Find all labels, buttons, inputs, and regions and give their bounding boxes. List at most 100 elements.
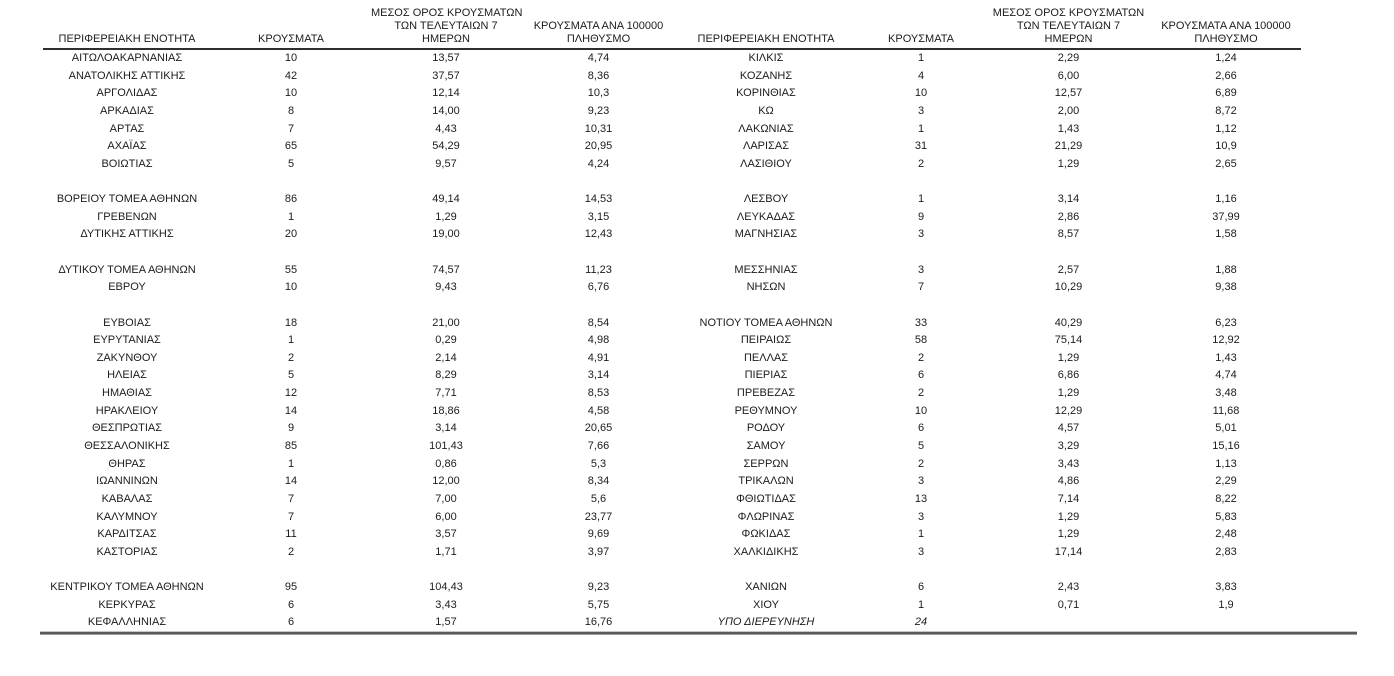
per100k-cell: 3,15 [587, 210, 610, 223]
region-cell: ΑΡΓΟΛΙΔΑΣ [96, 87, 158, 100]
cases-cell: 2 [287, 545, 295, 558]
region-cell: ΘΕΣΠΡΩΤΙΑΣ [91, 422, 163, 435]
header-label-line: ΗΜΕΡΩΝ [1044, 33, 1093, 45]
cases-cell: 6 [917, 369, 925, 382]
per100k-cell: 1,24 [1215, 52, 1237, 64]
per100k-cell: 20,65 [584, 422, 613, 435]
avg7-cell: 7,71 [435, 387, 457, 400]
table-row: ΕΥΒΟΙΑΣ 18 21,00 8,54 ΝΟΤΙΟΥ ΤΟΜΕΑ ΑΘΗΝΩΝ 33 4… [43, 315, 1301, 333]
header-label-line: ΚΡΟΥΣΜΑΤΑ ΑΝΑ 100000 [1161, 20, 1291, 32]
table-row: ΚΑΡΔΙΤΣΑΣ 11 3,57 9,69 ΦΩΚΙΔΑΣ 1 1,29 2,48 [43, 526, 1301, 544]
avg7-cell: 40,29 [1054, 316, 1083, 329]
region-cell: ΡΟΔΟΥ [746, 422, 786, 435]
table-row: ΒΟΙΩΤΙΑΣ 5 9,57 4,24 ΛΑΣΙΘΙΟΥ 2 1,29 2,65 [43, 156, 1301, 174]
avg7-cell: 1,29 [1057, 387, 1080, 400]
per100k-cell: 5,3 [590, 457, 607, 470]
col-header-region-right: ΠΕΡΙΦΕΡΕΙΑΚΗ ΕΝΟΤΗΤΑ [676, 2, 856, 50]
table-row: ΕΥΡΥΤΑΝΙΑΣ 1 0,29 4,98 ΠΕΙΡΑΙΩΣ 58 75,14 12,92 [43, 332, 1301, 350]
per100k-cell: 16,76 [584, 616, 613, 629]
region-cell: ΗΡΑΚΛΕΙΟΥ [95, 404, 159, 417]
col-header-cases-left: ΚΡΟΥΣΜΑΤΑ [211, 2, 371, 50]
per100k-cell: 6,89 [1215, 87, 1237, 100]
cases-cell: 1 [917, 528, 925, 541]
per100k-cell: 4,91 [587, 351, 610, 364]
region-cell [43, 173, 211, 191]
region-cell [676, 173, 856, 191]
col-header-avg7-right: ΜΕΣΟΣ ΟΡΟΣ ΚΡΟΥΣΜΑΤΩΝ ΤΩΝ ΤΕΛΕΥΤΑΙΩΝ 7 Η… [986, 2, 1151, 50]
region-cell: ΖΑΚΥΝΘΟΥ [96, 351, 158, 364]
cases-cell: 6 [287, 616, 295, 629]
avg7-cell: 37,57 [432, 69, 460, 82]
cases-cell: 10 [284, 87, 298, 100]
table-row: ΚΕΝΤΡΙΚΟΥ ΤΟΜΕΑ ΑΘΗΝΩΝ 95 104,43 9,23 ΧΑΝΙΩΝ… [43, 579, 1301, 597]
header-label-line: ΜΕΣΟΣ ΟΡΟΣ ΚΡΟΥΣΜΑΤΩΝ [992, 7, 1145, 19]
cases-cell: 5 [917, 440, 925, 453]
per100k-cell: 5,6 [590, 492, 607, 505]
per100k-cell: 12,43 [584, 228, 613, 241]
table-row: ΚΑΛΥΜΝΟΥ 7 6,00 23,77 ΦΛΩΡΙΝΑΣ 3 1,29 5,83 [43, 509, 1301, 527]
region-cell: ΠΕΛΛΑΣ [743, 351, 789, 364]
region-cell: ΚΩ [758, 104, 774, 117]
cases-cell: 33 [914, 316, 928, 329]
region-cell: ΚΑΒΑΛΑΣ [101, 492, 153, 505]
cases-cell: 6 [287, 598, 295, 611]
avg7-cell: 21,00 [432, 316, 460, 329]
per100k-cell: 2,66 [1215, 69, 1237, 82]
per100k-cell: 20,95 [584, 140, 613, 153]
cases-cell: 31 [914, 140, 928, 153]
per100k-cell: 1,16 [1215, 193, 1237, 206]
table-row: ΑΙΤΩΛΟΑΚΑΡΝΑΝΙΑΣ 10 13,57 4,74 ΚΙΛΚΙΣ 1 2,29 1,… [43, 49, 1301, 68]
region-cell: ΦΘΙΩΤΙΔΑΣ [736, 492, 796, 505]
cases-cell: 86 [284, 193, 298, 206]
avg7-cell: 74,57 [432, 263, 460, 276]
avg7-cell: 7,14 [1057, 492, 1080, 505]
cases-cell: 3 [917, 228, 925, 241]
avg7-cell: 4,86 [1057, 475, 1080, 488]
region-cell: ΑΡΤΑΣ [109, 122, 145, 135]
cases-cell: 1 [917, 122, 925, 135]
avg7-cell: 21,29 [1054, 140, 1083, 153]
per100k-cell [1151, 173, 1301, 191]
region-cell: ΛΕΥΚΑΔΑΣ [736, 210, 796, 223]
per100k-cell [1151, 614, 1301, 632]
avg7-cell: 2,14 [435, 351, 457, 364]
cases-cell: 5 [287, 369, 295, 382]
region-cell: ΦΛΩΡΙΝΑΣ [737, 510, 795, 523]
per100k-cell: 3,83 [1215, 581, 1237, 594]
avg7-cell: 1,29 [435, 210, 457, 223]
region-cell: ΛΕΣΒΟΥ [743, 193, 789, 206]
table-row: ΑΡΚΑΔΙΑΣ 8 14,00 9,23 ΚΩ 3 2,00 8,72 [43, 103, 1301, 121]
per100k-cell [1151, 297, 1301, 315]
col-header-region-left: ΠΕΡΙΦΕΡΕΙΑΚΗ ΕΝΟΤΗΤΑ [43, 2, 211, 50]
avg7-cell: 12,00 [432, 475, 460, 488]
region-cell: ΙΩΑΝΝΙΝΩΝ [96, 475, 158, 488]
per100k-cell: 1,12 [1215, 122, 1237, 135]
avg7-cell: 1,57 [435, 616, 457, 629]
region-cell [43, 297, 211, 315]
region-cell: ΥΠΟ ΔΙΕΡΕΥΝΗΣΗ [717, 616, 815, 629]
avg7-cell: 12,29 [1054, 404, 1083, 417]
per100k-cell: 1,13 [1215, 457, 1237, 470]
avg7-cell: 1,71 [435, 545, 457, 558]
header-label-line: ΚΡΟΥΣΜΑΤΑ ΑΝΑ 100000 [533, 20, 664, 32]
header-label-line: ΤΩΝ ΤΕΛΕΥΤΑΙΩΝ 7 [394, 20, 498, 32]
table-row [43, 173, 1301, 191]
avg7-cell: 75,14 [1054, 334, 1083, 347]
cases-cell: 2 [917, 351, 925, 364]
region-cell: ΘΕΣΣΑΛΟΝΙΚΗΣ [84, 440, 170, 453]
cases-cell: 7 [287, 122, 295, 135]
per100k-cell: 9,23 [587, 104, 610, 117]
per100k-cell: 4,74 [587, 52, 610, 64]
region-cell [676, 562, 856, 580]
table-row: ΕΒΡΟΥ 10 9,43 6,76 ΝΗΣΩΝ 7 10,29 9,38 [43, 279, 1301, 297]
avg7-cell: 3,14 [435, 422, 457, 435]
region-cell: ΕΥΡΥΤΑΝΙΑΣ [93, 334, 161, 347]
cases-cell: 11 [285, 528, 297, 541]
per100k-cell: 14,53 [584, 193, 613, 206]
avg7-cell [371, 297, 521, 315]
region-cell: ΤΡΙΚΑΛΩΝ [738, 475, 794, 488]
per100k-cell: 1,43 [1215, 351, 1237, 364]
cases-cell: 2 [917, 387, 925, 400]
region-cell: ΒΟΡΕΙΟΥ ΤΟΜΕΑ ΑΘΗΝΩΝ [56, 193, 198, 206]
region-cell: ΑΙΤΩΛΟΑΚΑΡΝΑΝΙΑΣ [71, 52, 183, 64]
